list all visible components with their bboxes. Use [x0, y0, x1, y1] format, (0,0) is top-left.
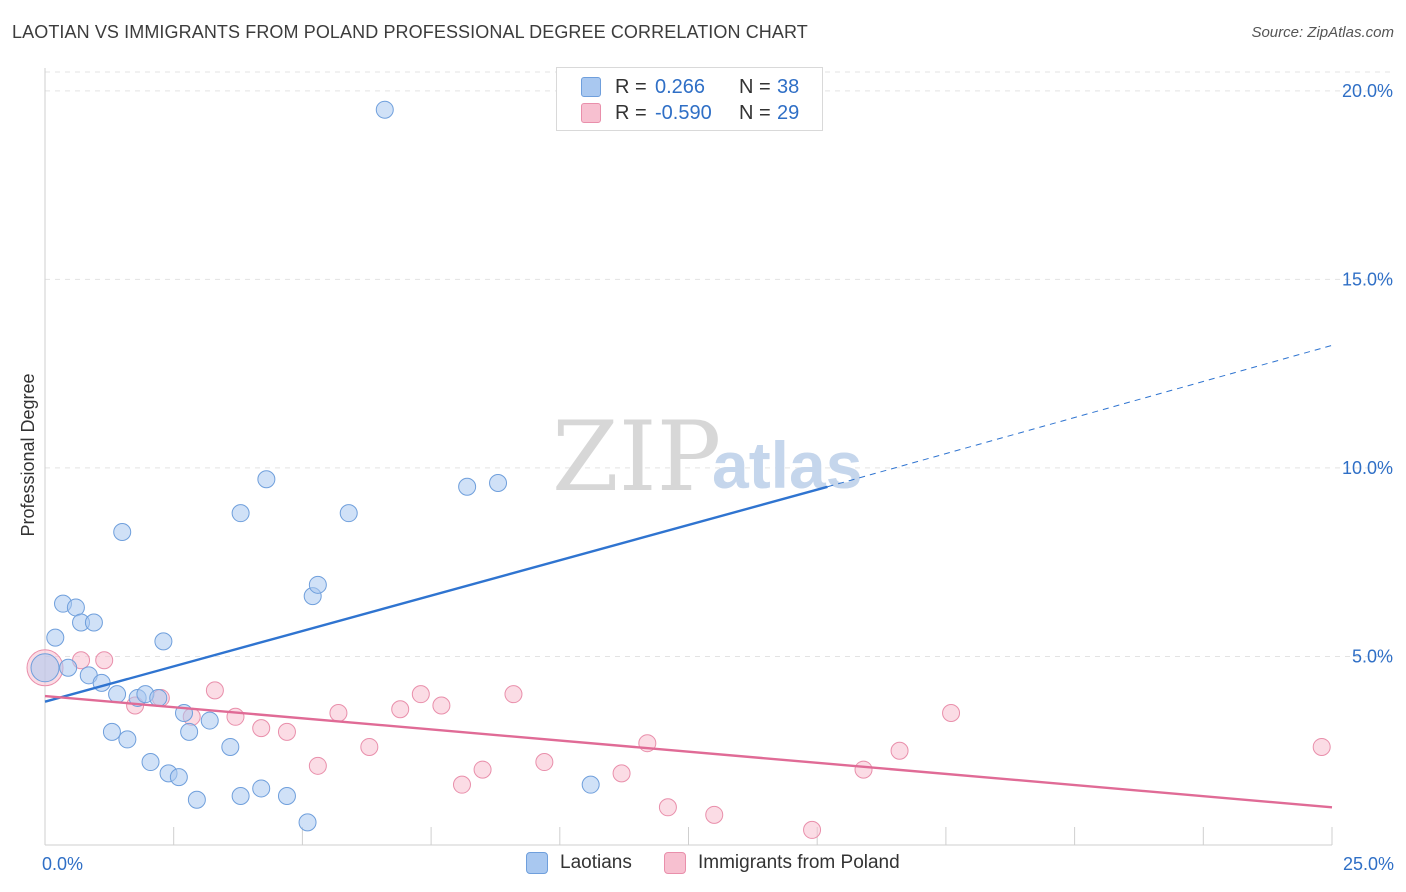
data-point-laotians — [231, 504, 250, 523]
x-tick-labels: 0.0% 25.0% — [42, 854, 1394, 874]
trend-line-laotians — [44, 485, 828, 703]
y-tick-label: 15.0% — [1342, 269, 1393, 289]
data-point-poland — [329, 704, 348, 723]
data-point-laotians — [489, 474, 508, 493]
x-tick-label: 0.0% — [42, 854, 83, 874]
axes — [44, 68, 1333, 846]
data-point-poland — [95, 651, 114, 670]
gridlines — [45, 71, 1395, 657]
data-point-laotians — [252, 779, 271, 798]
data-point-laotians — [84, 613, 103, 632]
x-tick-label: 25.0% — [1343, 854, 1394, 874]
data-point-poland — [432, 696, 451, 715]
data-point-laotians — [200, 711, 219, 730]
legend-item-laotians[interactable]: Laotians — [526, 852, 632, 874]
legend-label-poland: Immigrants from Poland — [698, 852, 900, 873]
legend-swatch-laotians — [581, 77, 601, 97]
data-point-laotians — [221, 737, 240, 756]
legend-swatch-poland — [581, 103, 601, 123]
y-tick-label: 20.0% — [1342, 81, 1393, 101]
watermark-atlas: atlas — [712, 428, 862, 502]
data-point-poland — [535, 753, 554, 772]
legend-row-poland: R = -0.590 N = 29 — [581, 100, 799, 126]
data-point-laotians — [154, 632, 173, 651]
data-point-laotians — [257, 470, 276, 489]
trend-lines — [44, 344, 1333, 809]
data-point-laotians — [102, 722, 121, 741]
data-point-laotians — [339, 504, 358, 523]
series-legend: Laotians Immigrants from Poland — [0, 852, 1406, 878]
legend-r-label: R = — [615, 101, 647, 124]
data-point-laotians — [231, 786, 250, 805]
data-point-poland — [360, 737, 379, 756]
data-point-laotians — [59, 658, 78, 677]
data-point-poland — [612, 764, 631, 783]
trend-line-poland — [44, 694, 1333, 809]
data-point-poland — [942, 704, 961, 723]
data-point-laotians — [375, 100, 394, 119]
data-point-poland — [854, 760, 873, 779]
legend-r-value: -0.590 — [655, 101, 712, 124]
data-point-poland — [411, 685, 430, 704]
data-point-poland — [705, 805, 724, 824]
data-point-poland — [504, 685, 523, 704]
data-point-poland — [277, 722, 296, 741]
legend-label-laotians: Laotians — [560, 852, 632, 873]
data-point-laotians — [169, 768, 188, 787]
data-point-laotians — [118, 730, 137, 749]
data-point-laotians — [581, 775, 600, 794]
data-point-laotians — [298, 813, 317, 832]
data-point-poland — [658, 798, 677, 817]
legend-r-label: R = — [615, 75, 647, 98]
legend-row-laotians: R = 0.266 N = 38 — [581, 74, 799, 100]
legend-n-value: 38 — [777, 75, 800, 98]
data-point-laotians — [277, 786, 296, 805]
data-point-laotians — [66, 598, 85, 617]
y-tick-label: 5.0% — [1352, 646, 1393, 666]
data-point-poland — [1312, 737, 1331, 756]
data-point-poland — [473, 760, 492, 779]
data-point-laotians — [141, 753, 160, 772]
legend-r-value: 0.266 — [655, 75, 706, 98]
chart-title: LAOTIAN VS IMMIGRANTS FROM POLAND PROFES… — [12, 22, 808, 42]
data-point-poland — [890, 741, 909, 760]
source-credit: Source: ZipAtlas.com — [1251, 24, 1394, 41]
data-point-poland — [205, 681, 224, 700]
data-point-laotians — [149, 688, 168, 707]
y-tick-labels: 5.0% 10.0% 15.0% 20.0% — [1342, 81, 1393, 667]
data-point-laotians — [113, 523, 132, 542]
legend-n-label: N = — [739, 101, 771, 124]
watermark-zip: ZIP — [552, 401, 721, 513]
correlation-legend: R = 0.266 N = 38 R = -0.590 N = 29 — [556, 67, 823, 131]
data-point-laotians — [458, 477, 477, 496]
y-axis-title: Professional Degree — [18, 373, 38, 536]
data-point-laotians — [46, 628, 65, 647]
legend-n-value: 29 — [777, 101, 800, 124]
legend-swatch-laotians — [526, 852, 548, 874]
data-point-laotians — [308, 575, 327, 594]
series-laotians-points — [30, 100, 600, 832]
data-point-poland — [803, 820, 822, 839]
data-point-poland — [308, 756, 327, 775]
data-point-laotians — [187, 790, 206, 809]
data-point-poland — [252, 719, 271, 738]
legend-swatch-poland — [664, 852, 686, 874]
y-tick-label: 10.0% — [1342, 458, 1393, 478]
trend-line-laotians-extension — [827, 344, 1333, 488]
data-point-laotians — [108, 685, 127, 704]
data-point-poland — [452, 775, 471, 794]
legend-item-poland[interactable]: Immigrants from Poland — [664, 852, 900, 874]
legend-n-label: N = — [739, 75, 771, 98]
data-point-laotians — [30, 653, 60, 683]
watermark: ZIP atlas — [552, 401, 862, 513]
data-point-poland — [391, 700, 410, 719]
data-point-laotians — [180, 722, 199, 741]
